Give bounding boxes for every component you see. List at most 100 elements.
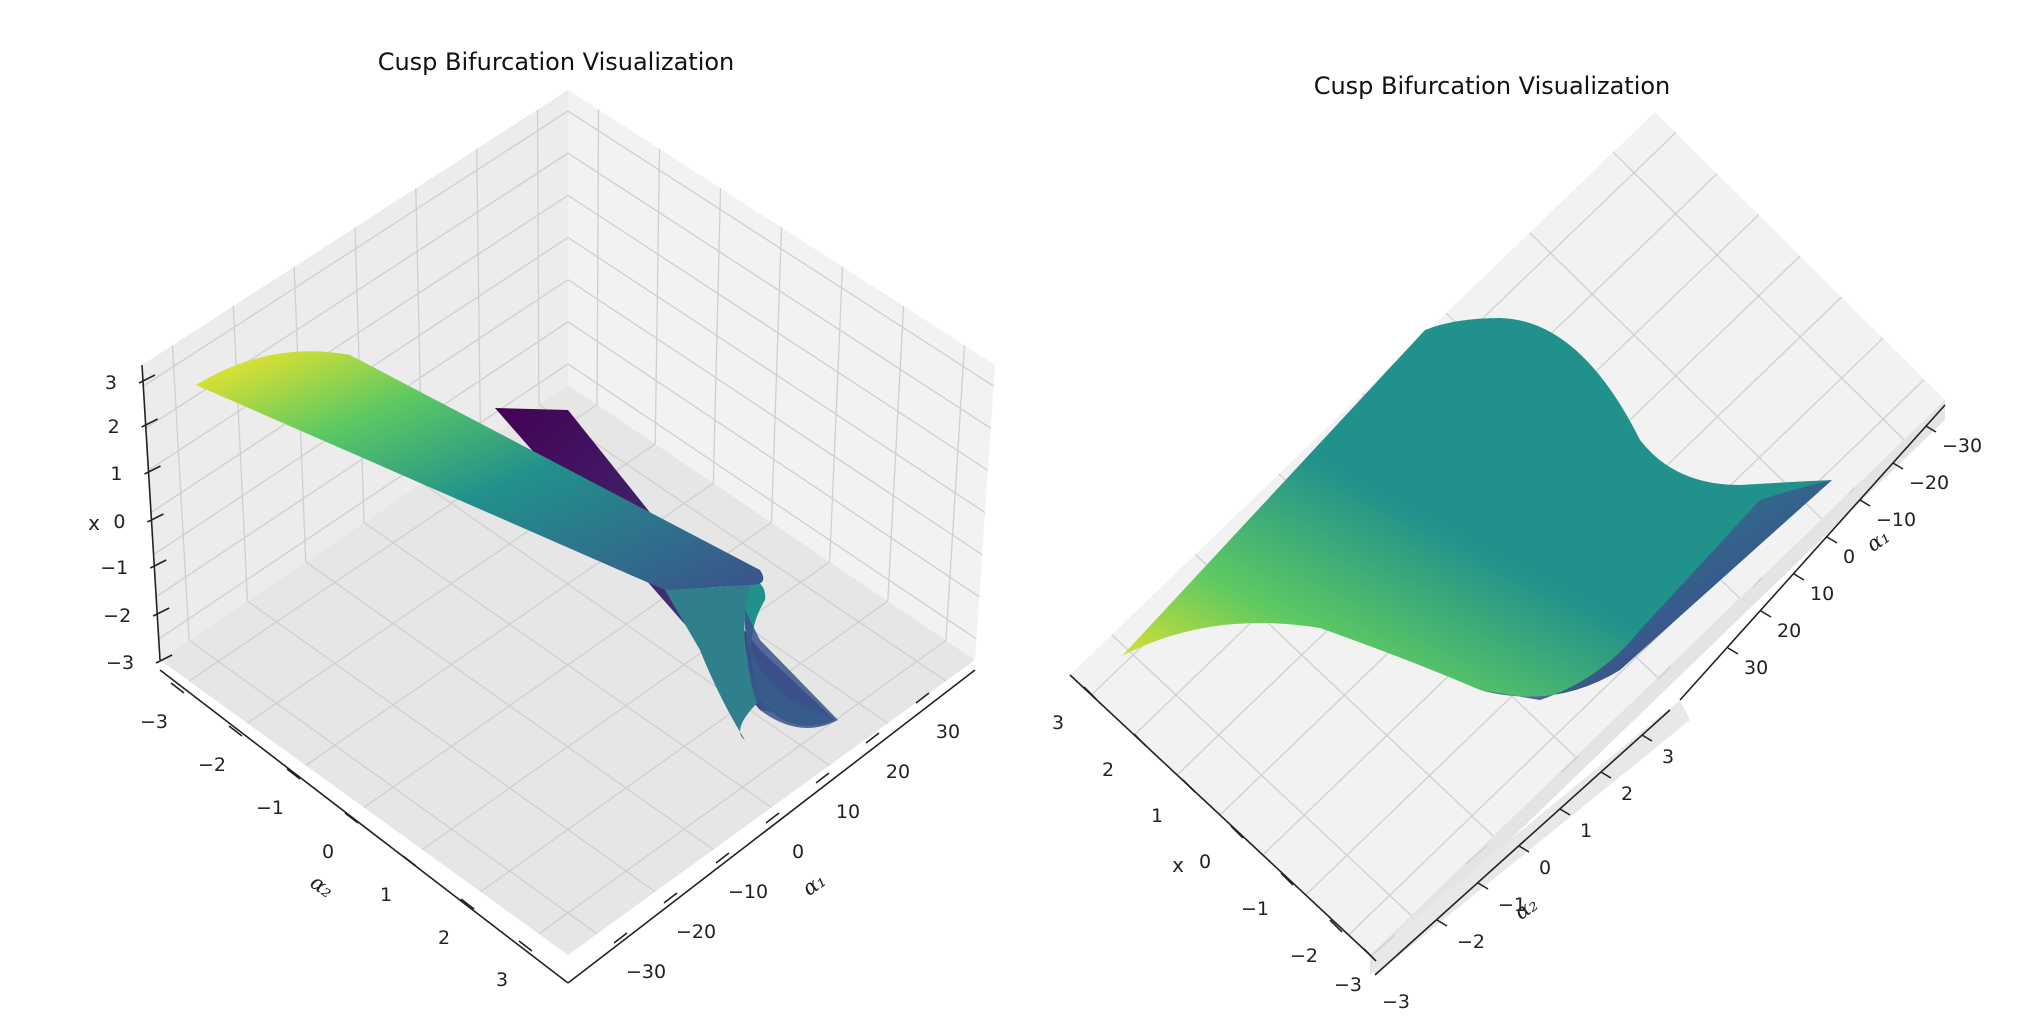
- right-alpha1-tick: [1892, 462, 1904, 470]
- left-surface-lower-sheet: [665, 585, 760, 740]
- right-alpha2-tick: [1600, 771, 1612, 779]
- left-x-tick: [155, 654, 173, 664]
- left-alpha1-tick: [613, 932, 628, 944]
- left-alpha1-tick: [765, 812, 780, 824]
- right-alpha1-tick: [1859, 499, 1871, 507]
- left-x-tick: [152, 607, 170, 617]
- right-alpha1-tick: [1793, 573, 1805, 581]
- left-wall-gridline: [536, 109, 540, 405]
- left-surface-tail: [745, 610, 838, 728]
- right-alpha1-tick: [1826, 536, 1838, 544]
- left-alpha2-label: α₂: [306, 870, 338, 903]
- left-x-ticklabel: 1: [110, 463, 122, 485]
- right-alpha1-ticklabel: 0: [1843, 546, 1855, 568]
- left-alpha1-tick: [663, 892, 678, 904]
- left-alpha2-ticklabel: 1: [380, 884, 392, 906]
- right-x-tick: [1083, 686, 1097, 700]
- right-alpha2-axis: [1374, 709, 1671, 976]
- left-surface-upper-sheet: [196, 351, 764, 590]
- left-alpha1-label: α₁: [798, 868, 830, 901]
- right-gridline: [1848, 487, 1855, 495]
- right-alpha2-tick: [1641, 734, 1653, 742]
- left-alpha1-tick: [865, 732, 880, 744]
- left-wall-gridline: [567, 363, 977, 640]
- left-alpha1-tick: [815, 772, 830, 784]
- right-gridline: [1465, 845, 1488, 865]
- right-alpha1-tick: [1760, 610, 1772, 618]
- left-x-tick: [138, 374, 156, 384]
- left-plot-title: Cusp Bifurcation Visualization: [378, 48, 735, 76]
- right-alpha1-ticklabel: 20: [1777, 620, 1801, 642]
- left-plot: Cusp Bifurcation Visualization −3−2−1012…: [88, 48, 995, 991]
- left-x-tick: [147, 513, 164, 523]
- right-surface: [1122, 318, 1832, 697]
- left-floor-gridline: [538, 404, 947, 682]
- left-x-axis: [141, 364, 161, 661]
- left-x-tick: [149, 559, 167, 569]
- left-alpha1-axis: [567, 669, 976, 984]
- right-x-axis: [1069, 674, 1371, 956]
- right-surface-shade: [1480, 480, 1832, 700]
- right-x-ticklabel: 0: [1199, 851, 1211, 873]
- left-floor-gridline: [480, 600, 889, 893]
- left-alpha2-tick: [170, 682, 185, 694]
- right-x-label: x: [1172, 853, 1184, 877]
- left-alpha1-ticklabel: −20: [676, 921, 716, 943]
- right-alpha2-tick: [1436, 919, 1448, 927]
- left-alpha2-tick: [286, 768, 301, 780]
- right-alpha1-axis: [1679, 404, 1946, 701]
- left-wall-gridline: [828, 266, 844, 562]
- left-wall-gridline: [567, 279, 983, 556]
- left-x-ticklabel: 2: [108, 416, 120, 438]
- right-x-ticklabel: −1: [1241, 898, 1269, 920]
- left-alpha1-ticklabel: 20: [886, 761, 910, 783]
- left-wall-gridline: [155, 321, 569, 598]
- left-alpha2-ticklabel: −2: [198, 754, 226, 776]
- left-pane-back-right: [568, 90, 995, 660]
- left-x-ticklabel: 0: [113, 511, 125, 533]
- right-x-ticklabel: −3: [1334, 974, 1362, 996]
- right-alpha1-ticklabel: −20: [1909, 472, 1949, 494]
- right-gridline: [1752, 576, 1763, 588]
- right-alpha1-ticklabel: −30: [1942, 435, 1982, 457]
- left-floor-gridline: [421, 561, 831, 851]
- left-alpha2-tick: [402, 855, 417, 867]
- left-alpha1-ticklabel: −30: [626, 961, 666, 983]
- right-x-ticklabel: 3: [1052, 712, 1064, 734]
- left-alpha2-ticklabel: 2: [438, 927, 450, 949]
- right-alpha2-tick: [1477, 882, 1489, 890]
- right-x-tick: [1280, 872, 1294, 886]
- left-x-tick: [144, 465, 161, 475]
- left-alpha1-ticklabel: 30: [936, 721, 960, 743]
- right-plot: Cusp Bifurcation Visualization 3210−1−2−…: [1052, 72, 1982, 1013]
- left-floor-gridline: [363, 521, 772, 809]
- left-alpha1-ticklabel: −10: [728, 881, 768, 903]
- right-x-tick: [1363, 948, 1377, 962]
- right-x-tick: [1230, 825, 1244, 839]
- left-alpha2-axis: [159, 669, 569, 984]
- left-alpha2-tick: [460, 898, 475, 910]
- left-alpha2-ticklabel: 0: [322, 841, 334, 863]
- left-alpha1-tick: [915, 692, 930, 704]
- right-alpha2-ticklabel: 1: [1580, 820, 1592, 842]
- right-alpha2-ticklabel: 3: [1662, 746, 1674, 768]
- left-alpha1-ticklabel: 10: [836, 801, 860, 823]
- left-pane-floor: [160, 385, 975, 955]
- right-gridline: [1612, 151, 1905, 441]
- right-plot-title: Cusp Bifurcation Visualization: [1314, 72, 1671, 100]
- right-alpha1-tick: [1925, 425, 1937, 433]
- right-x-tick: [1329, 919, 1343, 933]
- right-x-ticklabel: −2: [1290, 945, 1318, 967]
- left-surface-fold: [660, 573, 835, 726]
- left-x-label: x: [88, 511, 100, 535]
- left-alpha2-tick: [344, 812, 359, 824]
- left-wall-gridline: [887, 306, 905, 602]
- left-x-tick: [141, 418, 159, 428]
- right-x-ticklabel: 2: [1102, 759, 1114, 781]
- left-alpha2-ticklabel: −1: [256, 797, 284, 819]
- right-x-ticklabel: 1: [1151, 805, 1163, 827]
- right-alpha2-ticklabel: 2: [1621, 783, 1633, 805]
